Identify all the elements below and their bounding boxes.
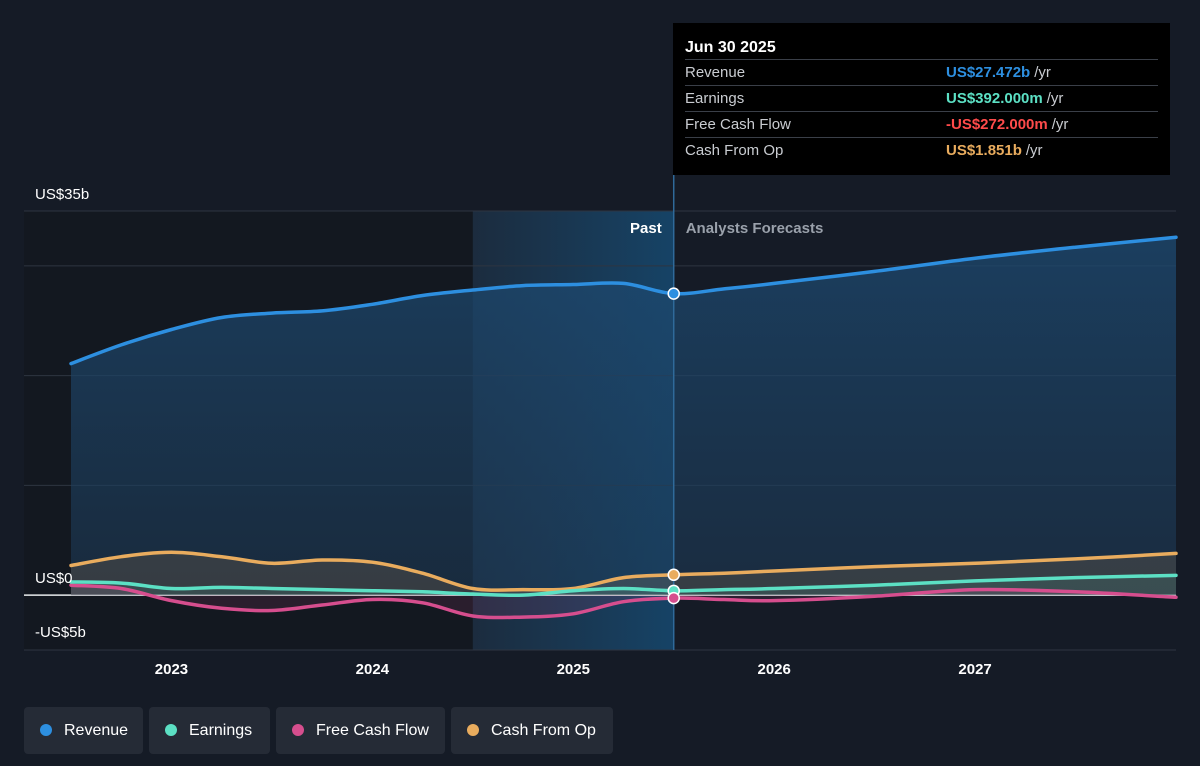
tooltip-row-revenue: Revenue US$27.472b/yr [685,59,1158,85]
line-free-cash-flow [69,583,1178,620]
line-earnings [69,573,1178,598]
legend-item-revenue[interactable]: Revenue [24,707,143,754]
line-cash-from-op [69,550,1178,592]
tooltip-unit: /yr [1046,90,1064,107]
tooltip-value: US$1.851b/yr [946,138,1043,163]
tooltip-panel: Jun 30 2025 Revenue US$27.472b/yr Earnin… [673,23,1170,175]
x-tick-label: 2023 [155,661,188,678]
marker-cash-from-op[interactable] [667,568,680,582]
legend-item-earnings[interactable]: Earnings [149,707,270,754]
y-axis-labels: US$35b US$0 -US$5b [35,186,89,641]
tooltip-label: Free Cash Flow [685,116,791,133]
legend-dot-icon [40,724,52,736]
legend-label: Revenue [64,722,129,739]
y-tick-label: US$35b [35,186,89,203]
legend-label: Free Cash Flow [316,722,429,739]
tooltip-row-earnings: Earnings US$392.000m/yr [685,85,1158,111]
marker-free-cash-flow[interactable] [667,591,680,605]
legend-dot-icon [165,724,177,736]
legend-dot-icon [467,724,479,736]
tooltip-value: US$392.000m/yr [946,86,1063,111]
tooltip-unit: /yr [1025,142,1043,159]
tooltip-label: Earnings [685,90,745,107]
marker-revenue[interactable] [667,287,680,300]
tooltip-row-free-cash-flow: Free Cash Flow -US$272.000m/yr [685,111,1158,137]
tooltip-value-free-cash-flow: -US$272.000m [946,116,1048,133]
legend-item-cash-from-op[interactable]: Cash From Op [451,707,613,754]
x-axis-labels: 2023 2024 2025 2026 2027 [155,661,992,678]
x-tick-label: 2026 [757,661,790,678]
tooltip-row-cash-from-op: Cash From Op US$1.851b/yr [685,137,1158,163]
tooltip-date: Jun 30 2025 [685,39,776,56]
area-revenue [71,237,1176,596]
tooltip-unit: /yr [1034,64,1051,81]
tooltip-value: -US$272.000m/yr [946,112,1068,137]
legend-label: Earnings [189,722,253,739]
tooltip-label: Revenue [685,64,746,81]
tooltip-value-cash-from-op: US$1.851b [946,142,1022,159]
tooltip-value-revenue: US$27.472b [946,64,1031,81]
line-revenue [69,235,1178,366]
series-lines [69,235,1178,620]
x-tick-label: 2027 [958,661,991,678]
tooltip-label: Cash From Op [685,142,784,159]
x-tick-label: 2024 [356,661,390,678]
tooltip-value-earnings: US$392.000m [946,90,1043,107]
tooltip-value: US$27.472b/yr [946,60,1051,85]
current-value-markers [667,287,680,605]
y-tick-label: -US$5b [35,624,86,641]
forecast-label: Analysts Forecasts [686,220,824,237]
past-label: Past [630,220,662,237]
legend-label: Cash From Op [491,722,596,739]
legend-item-free-cash-flow[interactable]: Free Cash Flow [276,707,445,754]
tooltip-unit: /yr [1051,116,1069,133]
legend-dot-icon [292,724,304,736]
y-tick-label: US$0 [35,570,73,587]
x-tick-label: 2025 [557,661,590,678]
